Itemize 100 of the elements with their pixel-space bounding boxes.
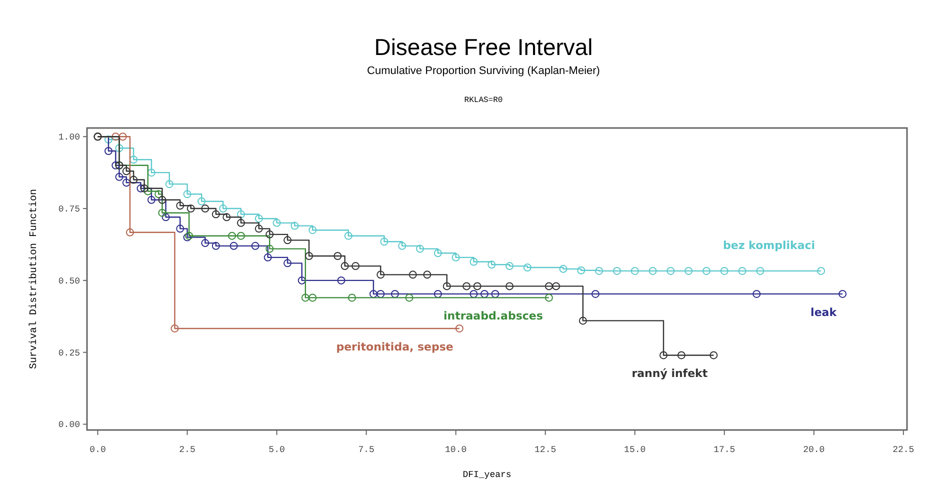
point xyxy=(147,168,156,177)
point xyxy=(147,196,156,204)
point xyxy=(390,290,399,298)
point xyxy=(112,132,120,141)
point xyxy=(452,253,460,262)
point xyxy=(506,262,514,270)
point xyxy=(122,178,130,187)
point xyxy=(284,236,292,244)
point xyxy=(488,260,496,269)
y-tick-label: 0.25 xyxy=(58,348,80,358)
point xyxy=(201,204,210,213)
x-tick-label: 20.0 xyxy=(803,445,825,455)
point xyxy=(201,239,210,248)
point xyxy=(344,232,352,240)
y-tick-label: 0.50 xyxy=(58,276,80,286)
point xyxy=(158,208,166,217)
point xyxy=(577,266,586,274)
x-tick-label: 7.5 xyxy=(358,445,374,455)
point xyxy=(398,242,406,250)
point xyxy=(118,132,127,141)
point xyxy=(230,242,238,250)
point xyxy=(684,266,693,275)
point xyxy=(130,156,138,164)
point xyxy=(337,276,346,284)
x-tick-label: 17.5 xyxy=(714,445,736,455)
point xyxy=(455,324,464,332)
point xyxy=(473,282,482,290)
point xyxy=(140,184,148,192)
point xyxy=(308,294,317,302)
point xyxy=(666,266,675,275)
point xyxy=(376,270,385,279)
point xyxy=(212,242,220,250)
point xyxy=(752,290,761,298)
point xyxy=(222,213,231,222)
point xyxy=(352,262,360,270)
point xyxy=(817,266,826,275)
point xyxy=(720,266,728,275)
point xyxy=(126,228,134,236)
point xyxy=(334,252,342,260)
point xyxy=(423,270,432,279)
point xyxy=(544,282,553,290)
point xyxy=(376,290,385,298)
point xyxy=(165,180,174,188)
x-tick-label: 15.0 xyxy=(624,445,646,455)
point xyxy=(648,266,657,275)
point xyxy=(176,224,184,233)
y-axis-title: Survival Distribution Function xyxy=(28,188,40,370)
point xyxy=(702,266,710,275)
point xyxy=(112,161,120,170)
point xyxy=(442,282,451,290)
point xyxy=(298,276,306,284)
point xyxy=(305,252,314,260)
point xyxy=(408,270,417,279)
point xyxy=(254,224,263,233)
series-label: intraabd.absces xyxy=(443,310,544,323)
x-tick-label: 2.5 xyxy=(179,445,196,455)
point xyxy=(183,190,192,198)
point xyxy=(462,282,471,290)
point xyxy=(115,144,124,152)
point xyxy=(158,196,166,204)
y-tick-label: 1.00 xyxy=(58,132,80,143)
point xyxy=(236,210,245,218)
point xyxy=(677,351,686,360)
point xyxy=(544,294,553,302)
x-tick-label: 22.5 xyxy=(892,445,914,455)
point xyxy=(470,290,478,298)
point xyxy=(308,226,317,234)
point xyxy=(170,324,179,332)
x-axis-title: DFI_years xyxy=(462,470,512,480)
point xyxy=(236,232,245,240)
text: RKLAS=R0 xyxy=(464,96,503,105)
point xyxy=(162,213,170,222)
point xyxy=(104,147,112,156)
x-tick-label: 5.0 xyxy=(268,445,285,455)
point xyxy=(228,232,236,240)
point xyxy=(290,222,299,230)
x-tick-label: 0.0 xyxy=(90,445,106,455)
point xyxy=(591,290,600,298)
point xyxy=(380,238,388,246)
point xyxy=(186,204,195,213)
x-tick-label: 12.5 xyxy=(534,445,556,455)
point xyxy=(130,176,138,184)
point xyxy=(710,351,718,360)
point xyxy=(266,230,274,238)
series-label: leak xyxy=(810,306,838,319)
chart-subtitle: Cumulative Proportion Surviving (Kaplan-Meier) xyxy=(367,65,600,77)
point xyxy=(470,258,478,266)
point xyxy=(264,253,272,262)
series-label: peritonitida, sepse xyxy=(336,340,454,354)
point xyxy=(136,184,145,192)
point xyxy=(301,294,310,302)
point xyxy=(284,259,292,268)
point xyxy=(266,244,274,253)
point xyxy=(578,316,587,325)
x-tick-label: 10.0 xyxy=(445,445,467,455)
point xyxy=(405,294,414,302)
point xyxy=(756,266,764,275)
point xyxy=(416,244,424,253)
point xyxy=(348,294,356,302)
point xyxy=(434,290,442,298)
